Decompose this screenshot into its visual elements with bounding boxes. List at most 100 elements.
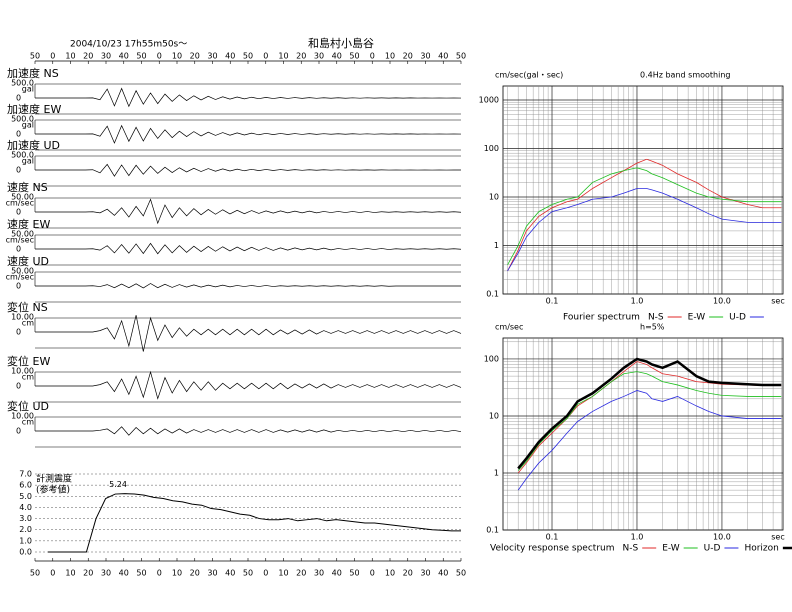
y-tick-label: 1 bbox=[494, 468, 499, 477]
time-tick-label: 50 bbox=[30, 569, 40, 578]
intensity-line bbox=[48, 493, 461, 553]
time-tick-label: 30 bbox=[314, 52, 324, 61]
time-tick-label: 50 bbox=[349, 569, 359, 578]
legend-label: E-W bbox=[662, 544, 680, 554]
trace bbox=[35, 163, 462, 177]
trace-label: 変位 UD bbox=[7, 399, 49, 413]
header-station: 和島村小島谷 bbox=[308, 36, 374, 50]
time-tick-label: 0 bbox=[50, 52, 55, 61]
y-axis-label: cm/sec(gal・sec) bbox=[495, 71, 563, 80]
scale-label: 10.00 bbox=[11, 313, 34, 322]
y-tick-label: 4.0 bbox=[19, 503, 32, 512]
unit-label: cm/sec bbox=[6, 236, 34, 245]
note: h=5% bbox=[640, 323, 665, 332]
x-tick-label: 10.0 bbox=[713, 533, 731, 542]
zero-label: 0 bbox=[16, 328, 21, 337]
spectrum-line bbox=[517, 371, 782, 471]
peak-label: 5.24 bbox=[109, 480, 127, 489]
y-tick-label: 0.1 bbox=[486, 290, 499, 299]
x-tick-label: 1.0 bbox=[631, 533, 644, 542]
unit-label: gal bbox=[22, 157, 34, 166]
trace bbox=[35, 87, 462, 108]
trace bbox=[35, 242, 462, 255]
time-tick-label: 0 bbox=[157, 52, 162, 61]
time-tick-label: 20 bbox=[296, 52, 306, 61]
zero-label: 0 bbox=[16, 130, 21, 139]
time-tick-label: 40 bbox=[438, 569, 448, 578]
spectrum-line bbox=[507, 167, 782, 265]
trace bbox=[35, 283, 461, 289]
legend-label: U-D bbox=[704, 544, 721, 554]
time-tick-label: 10 bbox=[172, 52, 182, 61]
legend-title: Velocity response spectrum bbox=[490, 544, 615, 554]
x-tick-label: 0.1 bbox=[546, 533, 559, 542]
x-tick-label: 10.0 bbox=[713, 297, 731, 306]
spectrum-line bbox=[517, 390, 782, 491]
intensity-subtitle: (参考値) bbox=[36, 484, 70, 496]
trace-label: 加速度 NS bbox=[7, 66, 59, 80]
x-tick-label: 1.0 bbox=[631, 297, 644, 306]
note: 0.4Hz band smoothing bbox=[640, 71, 730, 80]
trace-label: 加速度 EW bbox=[7, 102, 61, 116]
time-tick-label: 20 bbox=[83, 569, 93, 578]
time-tick-label: 30 bbox=[420, 52, 430, 61]
time-tick-label: 30 bbox=[420, 569, 430, 578]
zero-label: 0 bbox=[16, 208, 21, 217]
time-tick-label: 20 bbox=[403, 52, 413, 61]
time-tick-label: 0 bbox=[263, 569, 268, 578]
time-tick-label: 10 bbox=[65, 569, 75, 578]
time-tick-label: 20 bbox=[190, 569, 200, 578]
zero-label: 0 bbox=[16, 245, 21, 254]
y-tick-label: 100 bbox=[484, 144, 499, 153]
unit-label: cm/sec bbox=[6, 199, 34, 208]
time-tick-label: 0 bbox=[263, 52, 268, 61]
y-tick-label: 0.1 bbox=[486, 526, 499, 535]
scale-label: 500.0 bbox=[11, 79, 34, 88]
trace-label: 速度 EW bbox=[7, 217, 50, 231]
y-tick-label: 2.0 bbox=[19, 525, 32, 534]
zero-label: 0 bbox=[16, 282, 21, 291]
spectrum-line bbox=[507, 158, 782, 272]
time-tick-label: 50 bbox=[30, 52, 40, 61]
zero-label: 0 bbox=[16, 427, 21, 436]
trace-label: 変位 NS bbox=[7, 300, 48, 314]
unit-label: cm bbox=[22, 418, 34, 427]
time-tick-label: 50 bbox=[243, 52, 253, 61]
scale-label: 10.00 bbox=[11, 367, 34, 376]
y-tick-label: 1 bbox=[494, 241, 499, 250]
trace bbox=[35, 124, 462, 144]
time-tick-label: 0 bbox=[370, 52, 375, 61]
trace-label: 加速度 UD bbox=[7, 138, 60, 152]
time-tick-label: 10 bbox=[65, 52, 75, 61]
time-tick-label: 50 bbox=[136, 52, 146, 61]
unit-label: cm/sec bbox=[6, 273, 34, 282]
y-tick-label: 10 bbox=[489, 193, 499, 202]
legend-label: N-S bbox=[623, 544, 639, 554]
intensity-title: 計測震度 bbox=[36, 473, 72, 485]
time-tick-label: 30 bbox=[207, 569, 217, 578]
trace-label: 速度 NS bbox=[7, 180, 48, 194]
unit-label: gal bbox=[22, 85, 34, 94]
trace bbox=[35, 426, 462, 436]
trace bbox=[35, 315, 462, 352]
zero-label: 0 bbox=[16, 382, 21, 391]
time-tick-label: 40 bbox=[225, 52, 235, 61]
trace bbox=[35, 198, 462, 225]
x-tick-label: 0.1 bbox=[546, 297, 559, 306]
legend-label: N-S bbox=[648, 313, 664, 323]
time-tick-label: 40 bbox=[119, 569, 129, 578]
time-tick-label: 50 bbox=[349, 52, 359, 61]
y-tick-label: 7.0 bbox=[19, 470, 32, 479]
spectrum-line bbox=[517, 361, 782, 474]
scale-label: 50.00 bbox=[11, 230, 34, 239]
time-tick-label: 50 bbox=[243, 569, 253, 578]
scale-label: 500.0 bbox=[11, 115, 34, 124]
time-tick-label: 10 bbox=[385, 52, 395, 61]
unit-label: cm bbox=[22, 373, 34, 382]
plot-frame bbox=[502, 85, 784, 295]
time-tick-label: 50 bbox=[456, 569, 466, 578]
spectrum-line bbox=[517, 357, 782, 470]
time-tick-label: 50 bbox=[456, 52, 466, 61]
scale-label: 50.00 bbox=[11, 193, 34, 202]
